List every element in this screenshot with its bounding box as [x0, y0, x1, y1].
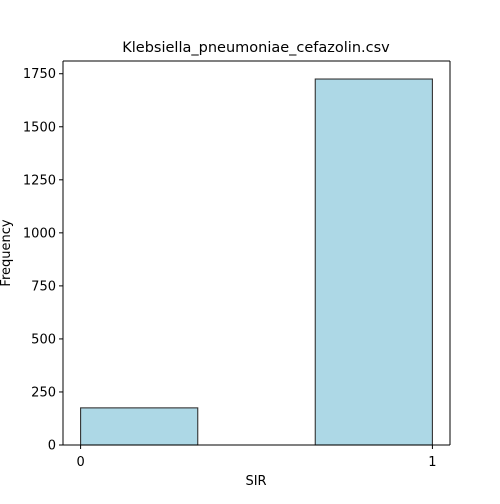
x-tick-label: 1 [428, 455, 436, 470]
y-tick-label: 750 [31, 279, 56, 294]
y-tick-label: 1250 [23, 173, 56, 188]
y-tick-label: 250 [31, 385, 56, 400]
chart-title: Klebsiella_pneumoniae_cefazolin.csv [122, 40, 390, 56]
x-axis-label: SIR [245, 474, 266, 489]
bars-layer [80, 78, 433, 446]
y-tick-label: 1500 [23, 120, 56, 135]
y-tick-label: 1750 [23, 67, 56, 82]
y-tick-label: 0 [48, 439, 56, 454]
histogram-bar-1 [314, 78, 433, 446]
axes-layer: 0 250 500 750 1000 1250 1500 1750 0 1 [23, 60, 451, 470]
y-tick-label: 1000 [23, 226, 56, 241]
y-axis-label: Frequency [0, 219, 14, 286]
x-tick-label: 0 [76, 455, 84, 470]
histogram-bar-0 [80, 407, 199, 446]
y-tick-label: 500 [31, 332, 56, 347]
